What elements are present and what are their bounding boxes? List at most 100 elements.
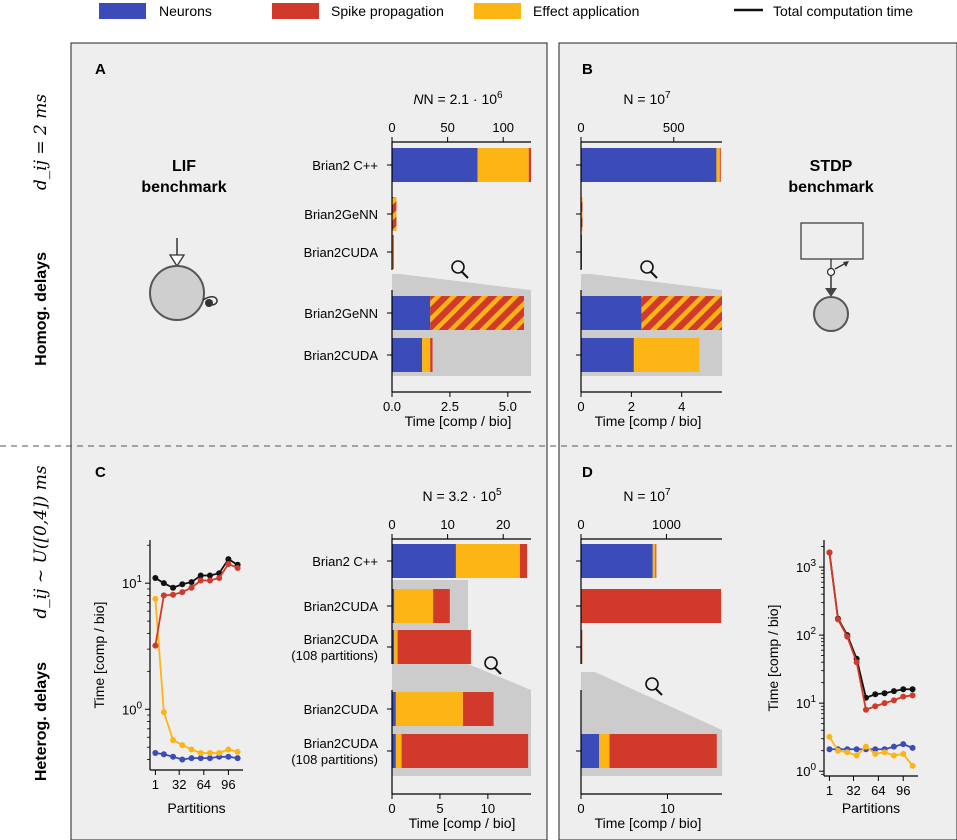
panel-letter-b: B bbox=[582, 61, 593, 78]
point-d-line-effect-application bbox=[834, 747, 841, 754]
bar-c-top-brian2cuda-108-partitions-neurons bbox=[392, 630, 395, 664]
legend-label-spike: Spike propagation bbox=[331, 3, 444, 19]
xtick-label-c-line: 1 bbox=[152, 777, 159, 792]
xlabel-c-line: Partitions bbox=[167, 800, 225, 816]
xtick-label-a-top: 0 bbox=[388, 120, 395, 135]
point-c-line-neurons bbox=[160, 751, 167, 758]
point-d-line-spike-propagation bbox=[834, 616, 841, 623]
category-label-c-top-sub: (108 partitions) bbox=[291, 648, 378, 663]
bar-a-top-brian2genn-spike-effect-combined bbox=[392, 197, 397, 231]
category-label-a-zoom: Brian2CUDA bbox=[304, 348, 379, 363]
point-c-line-neurons bbox=[170, 753, 177, 760]
xtick-label-c-line: 96 bbox=[221, 777, 235, 792]
panel-c-zoom-band bbox=[392, 664, 531, 690]
point-d-line-effect-application bbox=[890, 752, 897, 759]
category-label-c-zoom: Brian2CUDA bbox=[304, 736, 379, 751]
point-c-line-total-computation-time bbox=[170, 584, 177, 591]
stdp-synapse-icon bbox=[800, 222, 864, 332]
point-d-line-effect-application bbox=[909, 762, 916, 769]
bar-d-zoom-brian2cuda-108-partitions-effect-application bbox=[599, 734, 610, 768]
bar-b-top-brian2genn-spike-effect-combined bbox=[581, 197, 583, 231]
xtick-label-b-zoom: 2 bbox=[628, 399, 635, 414]
panel-d-title: N = 107 bbox=[623, 487, 671, 504]
panel-a-title-prefix: N = 2.1 · 10 bbox=[424, 91, 498, 107]
category-label-a-top: Brian2GeNN bbox=[304, 207, 378, 222]
point-c-line-total-computation-time bbox=[160, 580, 167, 587]
point-c-line-total-computation-time bbox=[225, 556, 232, 563]
xtick-label-d-top: 1000 bbox=[652, 517, 681, 532]
xtick-label-c-top: 0 bbox=[388, 517, 395, 532]
category-label-c-top: Brian2CUDA bbox=[304, 599, 379, 614]
category-label-c-top: Brian2 C++ bbox=[312, 554, 378, 569]
panel-letter-d: D bbox=[582, 464, 593, 481]
bar-c-top-brian2-c-effect-application bbox=[455, 544, 520, 578]
xlabel-d-line: Partitions bbox=[842, 800, 900, 816]
chart-marks: Brian2 C++ Brian2GeNN Brian2CUDA 0 5 0 10 0 Bria… bbox=[91, 120, 918, 816]
series-line-d-line-effect-application bbox=[828, 736, 914, 767]
point-c-line-neurons bbox=[234, 755, 241, 762]
stdp-title-line1: STDP bbox=[810, 158, 853, 175]
point-c-line-spike-propagation bbox=[216, 574, 223, 581]
panel-a-xlabel: Time [comp / bio] bbox=[405, 413, 512, 429]
bar-c-zoom-brian2cuda-effect-application bbox=[395, 692, 463, 726]
bar-a-top-brian2cuda-spike-propagation bbox=[392, 235, 394, 269]
point-c-line-spike-propagation bbox=[234, 564, 241, 571]
legend: Neurons Spike propagation Effect applica… bbox=[99, 3, 913, 19]
point-c-line-spike-propagation bbox=[152, 642, 159, 649]
panel-b-xlabel: Time [comp / bio] bbox=[595, 413, 702, 429]
xtick-label-b-top: 500 bbox=[663, 120, 685, 135]
magnifier-icon bbox=[484, 656, 502, 675]
xtick-label-a-zoom: 5.0 bbox=[499, 399, 517, 414]
bar-a-top-brian2-c-neurons bbox=[392, 148, 478, 182]
row-title-homog-label: Homog. delays bbox=[33, 252, 50, 366]
ytick-label-d-line: 102 bbox=[796, 626, 816, 643]
xtick-label-d-zoom: 10 bbox=[660, 801, 674, 816]
bar-a-zoom-brian2cuda-spike-propagation bbox=[430, 338, 433, 372]
bar-c-top-brian2cuda-neurons bbox=[392, 589, 395, 623]
panel-c-title-exp: 5 bbox=[496, 487, 502, 498]
xtick-label-a-zoom: 0.0 bbox=[383, 399, 401, 414]
bar-b-top-brian2-c-spike-propagation bbox=[719, 148, 721, 182]
bar-a-top-brian2-c-effect-application bbox=[477, 148, 529, 182]
point-d-line-total-computation-time bbox=[872, 691, 879, 698]
point-d-line-total-computation-time bbox=[890, 688, 897, 695]
xtick-label-d-line: 64 bbox=[871, 783, 885, 798]
point-c-line-neurons bbox=[152, 750, 159, 757]
point-c-line-spike-propagation bbox=[179, 589, 186, 596]
xtick-label-d-line: 32 bbox=[846, 783, 860, 798]
point-c-line-effect-application bbox=[225, 746, 232, 753]
lif-neuron-icon bbox=[149, 238, 218, 321]
legend-label-effect: Effect application bbox=[533, 3, 639, 19]
bar-d-top-brian2-c-spike-propagation bbox=[655, 544, 657, 578]
point-c-line-effect-application bbox=[170, 737, 177, 744]
bar-d-zoom-brian2cuda-108-partitions-neurons bbox=[581, 734, 600, 768]
panel-a-title-exp: 6 bbox=[497, 90, 503, 101]
bar-a-top-brian2-c-spike-propagation bbox=[528, 148, 531, 182]
point-c-line-spike-propagation bbox=[197, 577, 204, 584]
point-d-line-effect-application bbox=[826, 733, 833, 740]
series-line-d-line-spike-propagation bbox=[828, 552, 913, 711]
bar-d-zoom-brian2cuda-108-partitions-spike-propagation bbox=[609, 734, 717, 768]
category-label-a-top: Brian2CUDA bbox=[304, 245, 379, 260]
point-c-line-effect-application bbox=[234, 748, 241, 755]
point-c-line-total-computation-time bbox=[179, 581, 186, 588]
bar-c-zoom-brian2cuda-neurons bbox=[392, 692, 396, 726]
point-c-line-total-computation-time bbox=[206, 572, 213, 579]
series-line-c-line-spike-propagation bbox=[154, 562, 238, 646]
bar-a-zoom-brian2cuda-effect-application bbox=[422, 338, 431, 372]
bar-b-zoom-brian2cuda-effect-application bbox=[633, 338, 700, 372]
panel-b-title: N = 107 bbox=[623, 90, 671, 107]
xtick-label-d-top: 0 bbox=[577, 517, 584, 532]
row-title-heterog-label: Heterog. delays bbox=[33, 662, 50, 781]
panel-letter-c: C bbox=[95, 464, 106, 481]
legend-swatch-spike bbox=[272, 3, 319, 19]
row-title-heterog-formula: d_ij ~ U([0,4]) ms bbox=[31, 465, 51, 619]
bar-b-top-brian2-c-neurons bbox=[581, 148, 717, 182]
bar-d-top-brian2cuda-spike-propagation bbox=[581, 589, 722, 623]
panel-letter-a: A bbox=[95, 61, 106, 78]
row-title-heterog: Heterog. delays d_ij ~ U([0,4]) ms bbox=[31, 465, 51, 781]
point-d-line-neurons bbox=[909, 744, 916, 751]
point-c-line-effect-application bbox=[160, 709, 167, 716]
panel-b-zoom-band bbox=[581, 274, 722, 290]
